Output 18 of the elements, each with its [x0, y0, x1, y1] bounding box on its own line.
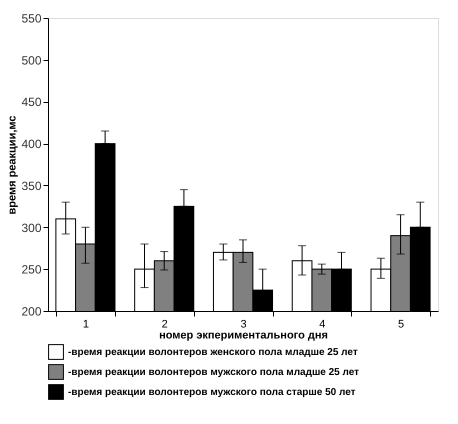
- y-tick-label: 450: [21, 95, 42, 110]
- y-tick-label: 200: [21, 304, 42, 318]
- y-tick-label: 500: [21, 53, 42, 68]
- legend-label: -время реакции волонтеров женского пола младше 25 лет: [68, 347, 358, 358]
- x-tick-label: 5: [398, 318, 404, 330]
- y-tick-label: 250: [21, 262, 42, 277]
- y-tick-label: 350: [21, 178, 42, 193]
- y-tick-label: 550: [21, 12, 42, 26]
- y-axis-title: время реакции,мс: [6, 116, 18, 214]
- x-tick-label: 2: [162, 318, 168, 330]
- x-tick-label: 4: [319, 318, 326, 330]
- y-tick-label: 300: [21, 220, 42, 235]
- legend-label: -время реакции волонтеров мужского пола старше 50 лет: [68, 387, 356, 398]
- x-tick-label: 1: [82, 318, 89, 330]
- legend-label: -время реакции волонтеров мужского пола младше 25 лет: [68, 367, 360, 378]
- x-axis-title: номер экпериментального дня: [159, 330, 328, 342]
- y-tick-label: 400: [21, 137, 42, 152]
- x-tick-label: 3: [240, 318, 247, 330]
